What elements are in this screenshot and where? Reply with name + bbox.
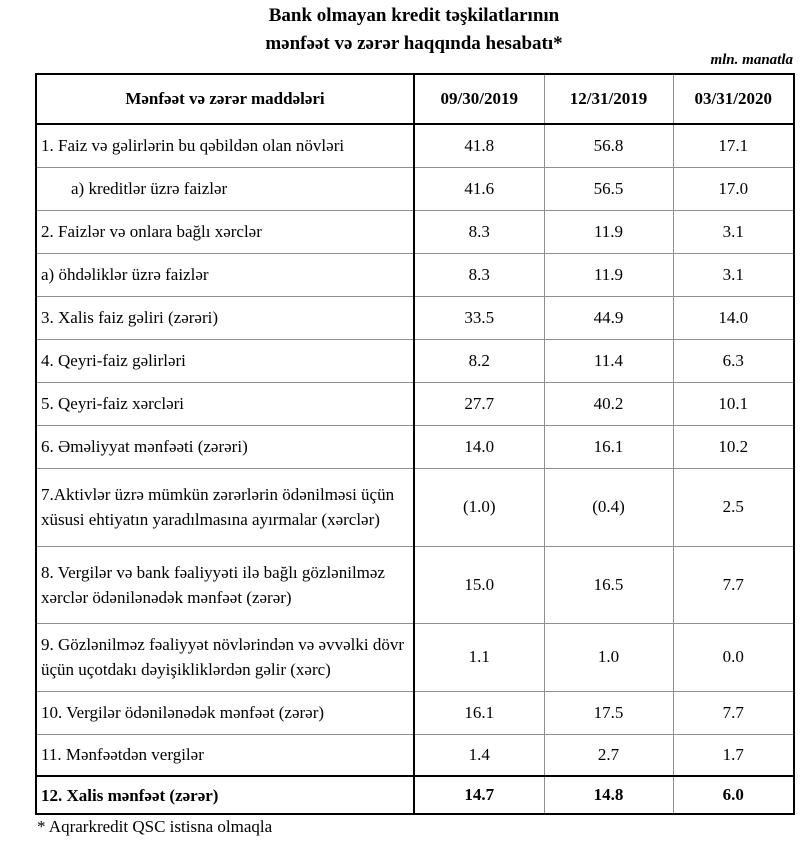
table-row: 3. Xalis faiz gəliri (zərəri) 33.5 44.9 … (35, 295, 795, 340)
row-value: 56.5 (543, 166, 674, 211)
row-label: 7.Aktivlər üzrə mümkün zərərlərin ödənil… (35, 467, 415, 547)
row-value: 27.7 (413, 381, 545, 426)
table-row: a) kreditlər üzrə faizlər 41.6 56.5 17.0 (35, 166, 795, 211)
row-value: (0.4) (543, 467, 674, 547)
row-label: 10. Vergilər ödənilənədək mənfəət (zərər… (35, 690, 415, 735)
row-value: 41.6 (413, 166, 545, 211)
table-header-row: Mənfəət və zərər maddələri 09/30/2019 12… (35, 73, 795, 125)
row-label: a) öhdəliklər üzrə faizlər (35, 252, 415, 297)
row-value: 14.0 (672, 295, 795, 340)
row-value: 8.3 (413, 209, 545, 254)
table-row: 5. Qeyri-faiz xərcləri 27.7 40.2 10.1 (35, 381, 795, 426)
row-value: 2.7 (543, 733, 674, 777)
row-value: 8.2 (413, 338, 545, 383)
table-row: 6. Əməliyyat mənfəəti (zərəri) 14.0 16.1… (35, 424, 795, 469)
row-value: 17.0 (672, 166, 795, 211)
table-row: 7.Aktivlər üzrə mümkün zərərlərin ödənil… (35, 467, 795, 547)
header-date-1: 09/30/2019 (413, 73, 545, 125)
row-value: 0.0 (672, 622, 795, 692)
header-label-column: Mənfəət və zərər maddələri (35, 73, 415, 125)
table-row: 8. Vergilər və bank fəaliyyəti ilə bağlı… (35, 545, 795, 624)
row-value: 10.1 (672, 381, 795, 426)
row-label: a) kreditlər üzrə faizlər (35, 166, 415, 211)
row-value: 17.1 (672, 123, 795, 168)
row-value: 1.7 (672, 733, 795, 777)
row-label: 9. Gözlənilməz fəaliyyət növlərindən və … (35, 622, 415, 692)
row-value: 11.9 (543, 252, 674, 297)
table-row-total: 12. Xalis mənfəət (zərər) 14.7 14.8 6.0 (35, 775, 795, 815)
row-value: 16.1 (413, 690, 545, 735)
row-value: 1.1 (413, 622, 545, 692)
row-label: 11. Mənfəətdən vergilər (35, 733, 415, 777)
row-value: 1.0 (543, 622, 674, 692)
row-value: 7.7 (672, 545, 795, 624)
table-row: 10. Vergilər ödənilənədək mənfəət (zərər… (35, 690, 795, 735)
table-row: 4. Qeyri-faiz gəlirləri 8.2 11.4 6.3 (35, 338, 795, 383)
profit-loss-table: Mənfəət və zərər maddələri 09/30/2019 12… (35, 73, 795, 815)
row-value: 44.9 (543, 295, 674, 340)
row-value: 8.3 (413, 252, 545, 297)
row-value: 11.9 (543, 209, 674, 254)
row-value: 17.5 (543, 690, 674, 735)
row-label: 5. Qeyri-faiz xərcləri (35, 381, 415, 426)
row-value: 14.7 (413, 775, 545, 815)
table-row: 11. Mənfəətdən vergilər 1.4 2.7 1.7 (35, 733, 795, 777)
row-value: 6.3 (672, 338, 795, 383)
page-title-line2: mənfəət və zərər haqqında hesabatı* (265, 33, 563, 54)
row-label: 8. Vergilər və bank fəaliyyəti ilə bağlı… (35, 545, 415, 624)
row-value: 16.5 (543, 545, 674, 624)
row-label: 6. Əməliyyat mənfəəti (zərəri) (35, 424, 415, 469)
row-value: 33.5 (413, 295, 545, 340)
page-title: Bank olmayan kredit təşkilatlarının mənf… (35, 2, 793, 58)
header-date-2: 12/31/2019 (543, 73, 674, 125)
row-value: 40.2 (543, 381, 674, 426)
row-value: 14.0 (413, 424, 545, 469)
row-value: 3.1 (672, 252, 795, 297)
footnote: * Aqrarkredit QSC istisna olmaqla (37, 817, 273, 836)
header-date-3: 03/31/2020 (672, 73, 795, 125)
row-value: 7.7 (672, 690, 795, 735)
row-label: 2. Faizlər və onlara bağlı xərclər (35, 209, 415, 254)
page-title-line1: Bank olmayan kredit təşkilatlarının (268, 5, 560, 26)
row-value: 11.4 (543, 338, 674, 383)
row-value: 1.4 (413, 733, 545, 777)
row-label: 4. Qeyri-faiz gəlirləri (35, 338, 415, 383)
table-row: 1. Faiz və gəlirlərin bu qəbildən olan n… (35, 123, 795, 168)
row-value: 2.5 (672, 467, 795, 547)
row-value: 6.0 (672, 775, 795, 815)
row-label: 1. Faiz və gəlirlərin bu qəbildən olan n… (35, 123, 415, 168)
row-value: 16.1 (543, 424, 674, 469)
row-label: 3. Xalis faiz gəliri (zərəri) (35, 295, 415, 340)
table-row: 2. Faizlər və onlara bağlı xərclər 8.3 1… (35, 209, 795, 254)
row-value: 10.2 (672, 424, 795, 469)
row-value: 15.0 (413, 545, 545, 624)
row-label: 12. Xalis mənfəət (zərər) (35, 775, 415, 815)
unit-note: mln. manatla (710, 52, 793, 68)
row-value: (1.0) (413, 467, 545, 547)
table-row: a) öhdəliklər üzrə faizlər 8.3 11.9 3.1 (35, 252, 795, 297)
row-value: 56.8 (543, 123, 674, 168)
row-value: 41.8 (413, 123, 545, 168)
table-row: 9. Gözlənilməz fəaliyyət növlərindən və … (35, 622, 795, 692)
row-value: 14.8 (543, 775, 674, 815)
row-value: 3.1 (672, 209, 795, 254)
